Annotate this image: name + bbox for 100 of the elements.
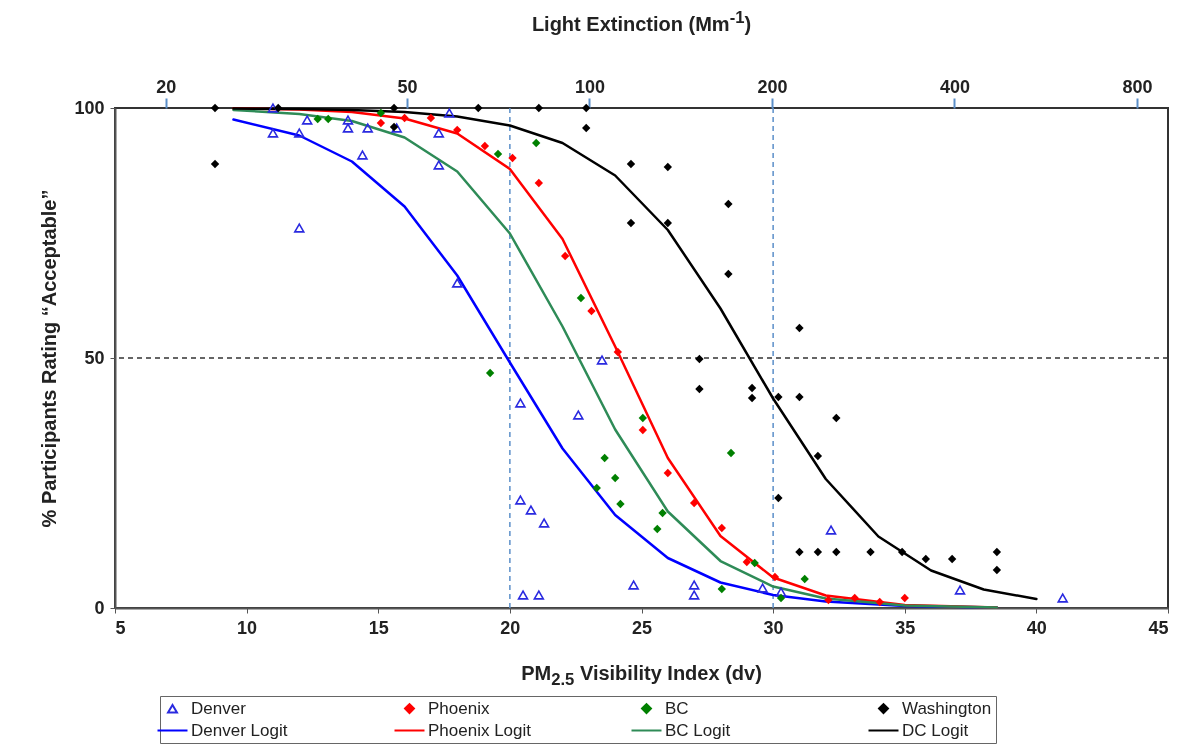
point [508,153,517,163]
point [294,128,305,138]
point [433,128,445,138]
point [832,413,841,423]
point [653,524,662,534]
point [689,498,699,508]
point [695,354,704,364]
point [626,218,636,228]
point [726,448,736,458]
point [451,278,463,288]
legend-label: Denver [191,698,247,718]
x2-tick-label: 200 [757,76,788,97]
legend-label: BC [665,698,689,718]
point [267,103,279,113]
point [267,128,279,138]
point [1057,593,1068,603]
point [525,505,537,515]
x-tick-label: 45 [1148,617,1169,638]
legend-label: Denver Logit [191,720,288,740]
point [274,103,283,113]
point [628,580,639,590]
point [695,384,704,394]
y-axis-title: % Participants Rating “Acceptable” [38,189,61,528]
point [592,483,601,493]
point [616,499,625,509]
point [663,218,673,228]
point [800,574,809,584]
point [688,590,700,600]
point [795,392,804,402]
point [294,223,305,233]
point [485,368,495,378]
y-tick-label: 100 [74,97,105,118]
y-tick-label: 50 [84,347,105,368]
point [444,108,455,118]
point [875,597,884,607]
point [342,115,354,125]
point [626,159,636,169]
x-tick-label: 25 [631,617,653,638]
point [992,565,1002,575]
point [596,355,608,365]
point [576,293,586,303]
legend-label: DC Logit [902,720,969,740]
point [776,593,786,603]
point [538,518,550,528]
point [357,150,368,160]
legend-label: Phoenix [428,698,490,718]
point [532,138,541,148]
point [587,306,596,316]
y-tick-label: 0 [94,597,105,618]
point [515,398,526,408]
x2-tick-label: 800 [1122,76,1153,97]
point [717,584,726,594]
legend-label: Washington [902,698,992,718]
point [573,410,584,420]
legend-label: BC Logit [665,720,731,740]
x-axis-title: PM$_{2.5}$ Visibility Index (dv) [520,662,763,690]
x2-tick-label: 20 [156,76,177,97]
x-tick-label: 40 [1026,617,1047,638]
point [747,393,757,403]
point [515,495,526,505]
point [774,493,783,503]
point [600,453,609,463]
point [774,392,783,402]
point [517,590,529,600]
point [742,557,751,567]
point [813,547,823,557]
point [342,123,354,133]
point [897,547,907,557]
point [921,554,930,564]
point [992,547,1002,557]
point [850,593,859,603]
point [582,103,591,113]
x-tick-label: 10 [237,617,258,638]
point [813,451,823,461]
point [400,113,409,123]
point [426,113,436,123]
point [610,473,620,483]
x-tick-label: 5 [115,617,126,638]
point [582,123,591,133]
point [433,160,445,170]
point [376,118,386,128]
point [750,558,759,568]
x-tick-label: 35 [895,617,916,638]
point [775,587,787,597]
point [866,547,875,557]
point [717,523,726,533]
point [533,590,545,600]
x-tick-label: 15 [368,617,389,638]
point [210,103,220,113]
point [210,159,220,169]
point [724,269,733,279]
point [480,141,490,151]
point [795,547,804,557]
point [795,323,804,333]
x-tick-label: 30 [763,617,784,638]
point [493,149,503,159]
point [900,593,909,603]
x2-tick-label: 400 [939,76,970,97]
point [534,178,544,188]
point [474,103,483,113]
